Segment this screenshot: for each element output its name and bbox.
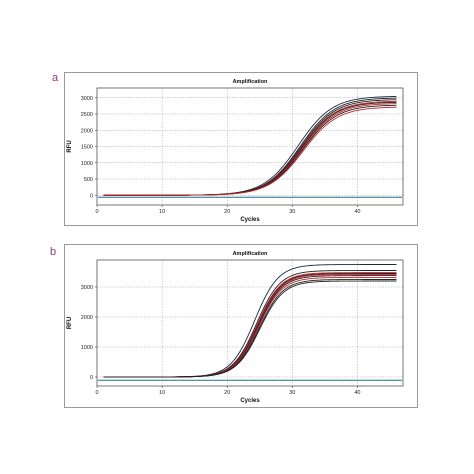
y-axis-label: RFU (67, 140, 73, 152)
y-axis-label: RFU (67, 317, 73, 329)
amplification-chart-a-frame: Amplification 0 10 20 30 40 0 500 1000 1500 2000 25… (64, 72, 418, 226)
y-tick-label: 2500 (81, 112, 93, 118)
x-tick-label: 20 (224, 209, 230, 215)
x-axis-label: Cycles (240, 398, 260, 404)
y-tick-label: 1000 (81, 161, 93, 167)
x-tick-label: 0 (95, 209, 98, 215)
x-tick-label: 30 (289, 390, 295, 396)
y-tick-label: 1000 (81, 345, 93, 351)
amplification-curve-8 (103, 106, 397, 196)
amplification-chart-a: Amplification 0 10 20 30 40 0 500 1000 1500 2000 25… (67, 79, 404, 223)
x-tick-label: 20 (224, 390, 230, 396)
y-tick-label: 0 (90, 193, 93, 199)
x-tick-label: 0 (95, 390, 98, 396)
y-tick-label: 500 (84, 177, 93, 183)
amplification-curve-9 (103, 280, 397, 378)
x-tick-label: 30 (289, 209, 295, 215)
y-tick-label: 3000 (81, 96, 93, 102)
plot-area (96, 259, 404, 387)
x-tick-label: 10 (159, 390, 165, 396)
chart-title: Amplification (233, 79, 268, 85)
x-tick-label: 40 (354, 209, 360, 215)
panel-label-b: b (50, 246, 57, 258)
y-tick-label: 2000 (81, 128, 93, 134)
amplification-chart-b-frame: Amplification 0 10 20 30 40 0 1000 2000 3000 Cycle… (64, 244, 418, 408)
amplification-chart-b: Amplification 0 10 20 30 40 0 1000 2000 3000 Cycle… (67, 251, 404, 404)
x-tick-label: 10 (159, 209, 165, 215)
x-tick-label: 40 (354, 390, 360, 396)
y-tick-label: 0 (90, 375, 93, 381)
y-tick-label: 3000 (81, 285, 93, 291)
chart-title: Amplification (233, 251, 268, 257)
y-tick-label: 1500 (81, 145, 93, 151)
y-tick-label: 2000 (81, 315, 93, 321)
x-axis-label: Cycles (240, 217, 260, 223)
panel-label-a: a (52, 72, 59, 84)
